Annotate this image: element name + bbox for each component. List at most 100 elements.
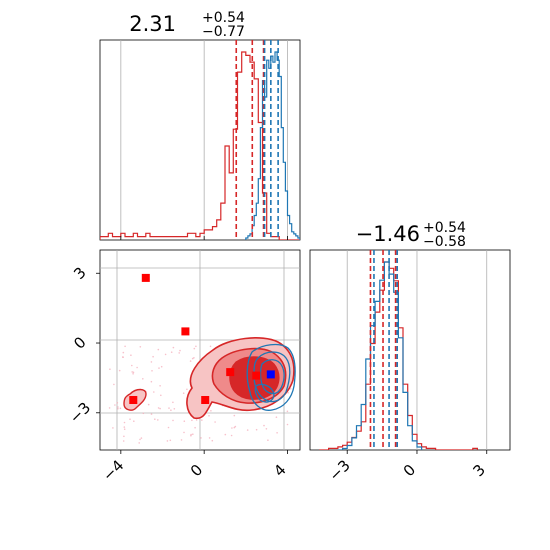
- scatter-sample-dot: [157, 407, 160, 409]
- scatter-panel: −4 0 4 3 0 −3: [66, 249, 301, 485]
- scatter-sample-dot: [183, 431, 185, 434]
- scatter-sample-dot: [287, 392, 290, 394]
- scatter-sample-dot: [119, 407, 122, 410]
- scatter-sample-dot: [123, 426, 126, 428]
- scatter-sample-dot: [265, 428, 268, 430]
- scatter-sample-dot: [164, 353, 167, 356]
- histogram-right-grid: [346, 250, 488, 450]
- histogram-panel-top: 2.31 +0.54 −0.77: [99, 10, 301, 241]
- scatter-sample-dot: [210, 410, 212, 412]
- scatter-sample-dot: [124, 345, 126, 348]
- scatter-sample-dot: [275, 416, 278, 419]
- scatter-markers: [129, 273, 275, 404]
- histogram-top-title: 2.31: [129, 12, 176, 36]
- scatter-sample-dot: [255, 428, 258, 431]
- blue-density-contours: [246, 343, 296, 411]
- scatter-sample-dot: [138, 442, 140, 444]
- scatter-sample-dot: [160, 365, 163, 368]
- histogram-top-quantile-lines: [120, 40, 288, 240]
- scatter-sample-dot: [147, 403, 150, 406]
- histogram-right-frame: [309, 249, 511, 451]
- histogram-right-title-minus: −0.58: [423, 234, 466, 250]
- scatter-sample-dot: [263, 424, 265, 427]
- scatter-sample-dot: [123, 428, 126, 431]
- histogram-top-title-minus: −0.77: [202, 24, 245, 40]
- histogram-top-title-plus: +0.54: [202, 10, 245, 26]
- scatter-sample-dot: [286, 410, 289, 413]
- scatter-sample-dot: [160, 394, 162, 397]
- scatter-sample-dot: [150, 413, 153, 415]
- scatter-sample-dot: [170, 351, 173, 354]
- scatter-sample-dot: [166, 440, 169, 442]
- scatter-marker-0-3: [201, 396, 210, 404]
- histogram-right-x-ticks: −3 0 3: [325, 450, 489, 485]
- scatter-sample-dot: [182, 392, 185, 395]
- scatter-sample-dot: [178, 352, 180, 354]
- scatter-sample-dot: [289, 388, 292, 390]
- scatter-sample-dot: [154, 418, 156, 421]
- scatter-sample-dot: [211, 439, 214, 442]
- histogram-right-x-tick-label-0: −3: [325, 456, 353, 484]
- scatter-sample-dot: [168, 407, 170, 409]
- blue-contour-outer: [246, 343, 296, 411]
- scatter-y-tick-label-0: 3: [70, 264, 89, 283]
- scatter-sample-dot: [157, 348, 160, 351]
- scatter-sample-dot: [131, 364, 133, 367]
- scatter-sample-dot: [142, 378, 144, 380]
- scatter-sample-dot: [173, 408, 176, 410]
- scatter-marker-1-0: [266, 370, 275, 379]
- scatter-sample-dot: [113, 383, 115, 386]
- scatter-sample-dot: [130, 354, 132, 357]
- scatter-sample-dot: [151, 370, 153, 372]
- scatter-y-ticks: 3 0 −3: [66, 264, 100, 427]
- scatter-sample-dot: [123, 435, 125, 438]
- scatter-sample-dot: [172, 419, 174, 422]
- scatter-sample-dot: [172, 346, 175, 349]
- scatter-sample-dot: [122, 356, 124, 358]
- histogram-right-quantile-lines: [369, 250, 399, 450]
- scatter-sample-dot: [267, 439, 269, 442]
- scatter-sample-dot: [286, 423, 289, 426]
- scatter-sample-dot: [109, 368, 111, 371]
- histogram-right-series: [319, 261, 478, 450]
- scatter-sample-dot: [108, 407, 111, 409]
- scatter-sample-dot: [193, 347, 196, 350]
- scatter-sample-dot: [159, 385, 161, 387]
- scatter-y-tick-label-1: 0: [70, 333, 89, 352]
- scatter-marker-0-4: [129, 396, 138, 404]
- scatter-sample-dot: [153, 391, 155, 393]
- scatter-sample-dot: [172, 401, 174, 404]
- scatter-sample-dot: [117, 407, 119, 410]
- scatter-sample-dot: [170, 409, 172, 412]
- scatter-sample-dot: [140, 437, 143, 439]
- scatter-sample-dot: [191, 419, 193, 422]
- scatter-sample-dot: [189, 360, 192, 362]
- scatter-sample-dot: [169, 439, 172, 442]
- scatter-sample-dot: [209, 345, 212, 348]
- scatter-marker-0-1: [181, 327, 190, 336]
- scatter-marker-0-2: [226, 368, 235, 377]
- scatter-sample-dot: [131, 371, 133, 373]
- scatter-sample-dot: [233, 414, 236, 417]
- scatter-sample-dot: [116, 402, 119, 404]
- scatter-x-tick-label-2: 4: [270, 461, 289, 480]
- scatter-sample-dot: [246, 429, 249, 431]
- scatter-sample-dot: [186, 388, 188, 391]
- scatter-sample-dot: [195, 345, 197, 348]
- scatter-sample-dot: [114, 404, 116, 406]
- histogram-panel-right: −3 0 3 −1.46 +0.54 −0.58: [309, 220, 511, 485]
- scatter-sample-dot: [139, 346, 142, 348]
- histogram-right-title: −1.46: [356, 222, 420, 246]
- scatter-sample-dot: [122, 351, 125, 354]
- scatter-sample-dot: [194, 426, 196, 429]
- histogram-right-x-tick-label-2: 3: [469, 461, 488, 480]
- scatter-x-tick-label-1: 0: [187, 461, 206, 480]
- scatter-sample-dot: [214, 421, 216, 423]
- scatter-sample-dot: [158, 367, 160, 369]
- scatter-sample-dot: [180, 439, 183, 441]
- scatter-sample-dot: [117, 406, 119, 408]
- scatter-sample-dot: [231, 427, 233, 429]
- scatter-sample-dot: [192, 433, 194, 436]
- scatter-sample-dot: [129, 418, 131, 421]
